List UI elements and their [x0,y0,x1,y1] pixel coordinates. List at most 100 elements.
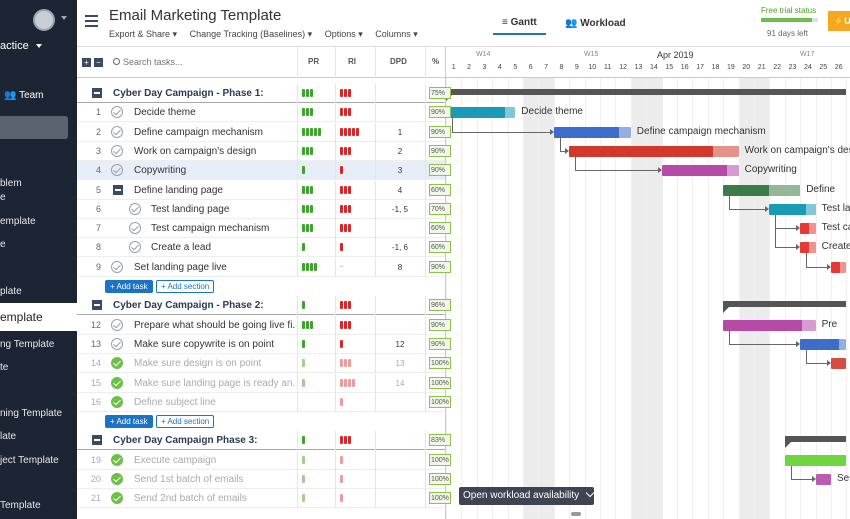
task-name[interactable]: Work on campaign's design [134,145,257,157]
risk-indicator[interactable] [340,359,352,369]
actions-row[interactable]: + Add task + Add section [77,412,445,431]
collapse-icon[interactable] [92,300,102,311]
table-row[interactable]: 4 Copywriting 3 90% [77,161,451,181]
complete-checkbox-icon[interactable] [111,106,123,119]
progress-value[interactable]: 90% [429,164,451,177]
task-bar[interactable] [723,184,801,196]
dependency-value[interactable]: -1, 5 [391,204,408,214]
add-section-button[interactable]: + Add section [156,280,215,293]
dependency-value[interactable]: 13 [395,359,405,369]
complete-checkbox-icon[interactable] [111,318,123,331]
collapse-icon[interactable] [92,88,102,98]
risk-indicator[interactable] [340,89,352,99]
complete-checkbox-icon[interactable] [111,357,123,370]
task-bar[interactable] [769,203,816,215]
priority-indicator[interactable] [302,320,314,331]
progress-value[interactable]: 60% [429,183,451,196]
section-name[interactable]: Cyber Day Campaign - Phase 2: [113,300,264,312]
table-row[interactable]: 5 Define landing page 4 60% [77,180,451,200]
progress-value[interactable]: 100% [429,473,451,485]
progress-value[interactable]: 90% [429,144,451,157]
progress-value[interactable]: 60% [429,241,451,254]
task-name[interactable]: Define landing page [134,184,223,196]
sidebar-item-12[interactable]: Template [0,500,41,511]
risk-indicator[interactable] [340,494,344,504]
task-name[interactable]: Copywriting [134,165,187,177]
priority-indicator[interactable] [302,127,322,138]
project-title[interactable]: Email Marketing Template [109,7,282,24]
risk-indicator[interactable] [340,185,352,196]
dependency-value[interactable]: 4 [397,185,403,195]
section-name[interactable]: Cyber Day Campaign - Phase 1: [113,88,264,99]
table-row[interactable]: 20 Send 1st batch of emails 100% [77,470,451,489]
risk-indicator[interactable] [340,146,352,157]
task-bar[interactable] [661,165,739,177]
sidebar-item-9[interactable]: ning Template [0,408,63,419]
table-row[interactable]: 21 Send 2nd batch of emails 100% [77,489,451,509]
complete-checkbox-icon[interactable] [111,337,123,350]
progress-value[interactable]: 75% [429,87,451,99]
complete-checkbox-icon[interactable] [111,144,123,157]
dependency-value[interactable]: 14 [395,378,405,388]
sidebar-item-10[interactable]: late [0,431,17,442]
dependency-value[interactable]: 12 [395,339,405,349]
section-name[interactable]: Cyber Day Campaign Phase 3: [113,435,258,447]
priority-indicator[interactable] [302,359,306,369]
sidebar-item-1[interactable]: blem [0,178,22,189]
task-bar[interactable] [553,126,631,138]
upgrade-button[interactable]: ⚡U [828,11,850,31]
complete-checkbox-icon[interactable] [129,241,141,254]
complete-checkbox-icon[interactable] [111,492,123,505]
risk-indicator[interactable] [340,204,352,215]
complete-checkbox-icon[interactable] [111,395,123,408]
progress-value[interactable]: 100% [429,395,451,408]
sidebar-item-11[interactable]: ject Template [0,455,59,466]
sidebar-item-3[interactable]: emplate [0,216,36,227]
task-name[interactable]: Define subject line [134,396,216,408]
task-bar[interactable] [446,107,516,119]
avatar-dropdown-icon[interactable] [61,16,67,20]
section-row[interactable]: Cyber Day Campaign Phase 3: 83% [77,431,451,451]
complete-checkbox-icon[interactable] [111,376,123,389]
priority-indicator[interactable] [302,243,306,253]
priority-indicator[interactable] [302,378,306,389]
add-task-button[interactable]: + Add task [105,415,153,429]
workspace-switcher[interactable]: actice [0,40,42,52]
task-name[interactable]: Make sure landing page is ready an... [134,377,295,389]
section-row[interactable]: Cyber Day Campaign - Phase 2: 96% [77,296,451,316]
collapse-icon[interactable] [113,184,123,195]
dependency-value[interactable]: 2 [397,146,403,156]
priority-indicator[interactable] [302,108,314,118]
sidebar-item-5[interactable]: plate [0,286,22,297]
complete-checkbox-icon[interactable] [111,164,123,177]
sidebar-item-8[interactable]: te [0,362,9,373]
task-name[interactable]: Send 1st batch of emails [134,474,244,485]
priority-indicator[interactable] [302,185,314,196]
col-pct[interactable]: % [432,57,440,66]
table-row[interactable]: 3 Work on campaign's design 2 90% [77,141,451,161]
task-bar[interactable] [800,338,847,350]
table-row[interactable]: 13 Make sure copywrite is on point 12 90% [77,334,451,354]
priority-indicator[interactable] [302,436,306,446]
risk-indicator[interactable] [340,397,344,408]
add-task-button[interactable]: + Add task [105,280,153,293]
task-bar[interactable] [800,242,816,254]
progress-value[interactable]: 83% [429,434,451,447]
risk-indicator[interactable] [340,127,360,138]
progress-value[interactable]: 90% [429,125,451,138]
task-bar[interactable] [815,474,831,485]
priority-indicator[interactable] [302,455,306,466]
task-bar[interactable] [831,261,847,273]
section-summary-bar[interactable] [723,301,847,314]
section-summary-bar[interactable] [784,436,847,449]
collapse-icon[interactable] [92,435,102,446]
complete-checkbox-icon[interactable] [129,222,141,235]
priority-indicator[interactable] [302,166,306,176]
task-name[interactable]: Prepare what should be going live fi... [134,319,295,331]
risk-indicator[interactable]: - [340,260,343,271]
progress-value[interactable]: 100% [429,357,451,370]
task-name[interactable]: Decide theme [134,107,196,119]
complete-checkbox-icon[interactable] [129,202,141,215]
risk-indicator[interactable] [340,243,344,253]
complete-checkbox-icon[interactable] [111,260,123,273]
